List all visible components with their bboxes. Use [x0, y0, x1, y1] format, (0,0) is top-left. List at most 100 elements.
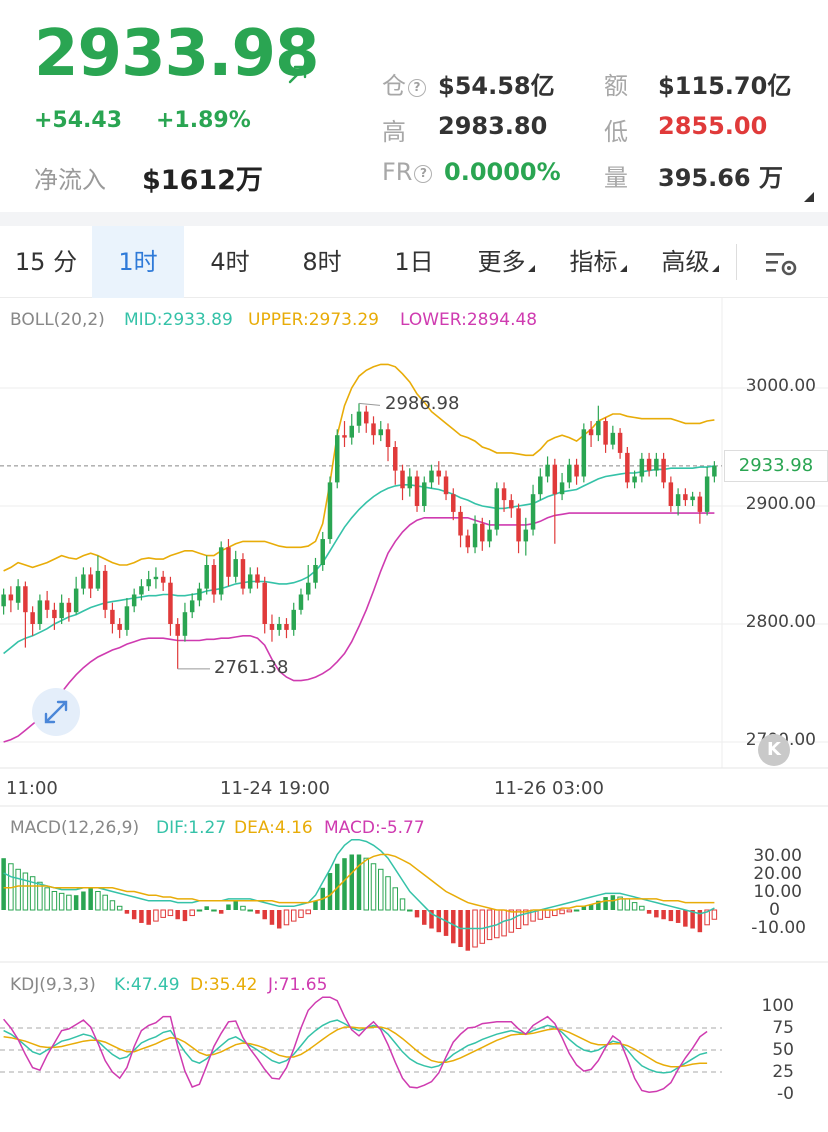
macd-axis-tick: 10.00 [753, 882, 802, 902]
candle-down [226, 547, 231, 577]
fullscreen-button[interactable] [32, 688, 80, 736]
candle-down [516, 508, 521, 542]
macd-bar-positive [211, 909, 217, 912]
macd-bar-positive [95, 891, 101, 911]
section-divider [0, 212, 828, 226]
price-change-percent: +1.89% [156, 108, 251, 133]
candle-up [596, 421, 601, 436]
interval-tabs: 15 分 1时 4时 8时 1日 更多 指标 高级 [0, 226, 828, 298]
macd-dif-line [3, 838, 715, 930]
macd-axis-tick: 0 [769, 900, 780, 920]
kdj-j-line [3, 996, 708, 1093]
candle-up [233, 559, 238, 577]
time-axis-label: 11-24 19:00 [220, 778, 330, 799]
macd-bar-positive [624, 898, 631, 911]
macd-bar-positive [29, 876, 36, 911]
candle-down [102, 570, 108, 610]
netflow-value: $1612万 [142, 165, 263, 196]
boll-upper-line [3, 363, 715, 572]
tab-1h[interactable]: 1时 [92, 226, 184, 298]
macd-bar-negative [515, 909, 522, 929]
tab-8h[interactable]: 8时 [302, 248, 342, 276]
macd-bar-negative [443, 910, 449, 936]
min-price-annotation: 2761.38 [214, 657, 289, 678]
volume-label: 量 [604, 164, 628, 192]
funding-rate-label[interactable]: FR? [382, 158, 433, 186]
kline-chart[interactable] [0, 298, 828, 1132]
candle-down [44, 600, 50, 610]
macd-bar-negative [131, 910, 137, 920]
scroll-latest-button[interactable]: K [758, 734, 790, 766]
candle-up [59, 602, 64, 619]
kdj-title: KDJ(9,3,3) [10, 975, 96, 995]
tab-more-label: 更多 [477, 248, 526, 276]
tab-indicators[interactable]: 指标 [552, 226, 644, 298]
macd-bar-negative [646, 910, 652, 914]
macd-bar-negative [552, 909, 558, 917]
macd-bar-positive [639, 905, 645, 911]
price-axis-tick: 3000.00 [745, 376, 816, 396]
macd-bar-negative [160, 909, 166, 918]
candle-down [451, 494, 456, 512]
macd-bar-negative [305, 909, 311, 915]
macd-bar-negative [451, 910, 456, 944]
macd-bar-positive [22, 872, 29, 911]
macd-axis-tick: -10.00 [751, 918, 806, 938]
low-label: 低 [604, 118, 628, 146]
macd-bar-negative [566, 909, 573, 913]
macd-bar-positive [51, 891, 58, 911]
help-icon[interactable]: ? [408, 79, 426, 97]
candle-down [458, 511, 463, 536]
position-value: $54.58亿 [438, 72, 555, 100]
candle-up [146, 579, 151, 587]
candle-up [189, 600, 195, 613]
turnover-value: $115.70亿 [658, 72, 792, 100]
macd-bar-negative [153, 909, 159, 922]
macd-bar-negative [690, 910, 695, 929]
candle-up [320, 539, 325, 565]
help-icon[interactable]: ? [414, 165, 433, 183]
candle-down [117, 624, 122, 630]
turnover-label: 额 [604, 72, 628, 100]
tab-advanced[interactable]: 高级 [644, 226, 736, 298]
candle-down [66, 602, 72, 613]
tab-more[interactable]: 更多 [460, 226, 552, 298]
macd-bar-positive [102, 894, 108, 911]
macd-bar-negative [269, 910, 275, 925]
macd-bar-negative [167, 909, 174, 917]
candle-up [632, 476, 637, 483]
expand-stats-icon[interactable] [804, 192, 814, 202]
kdj-k-line [3, 1019, 708, 1074]
chart-settings-icon[interactable] [764, 248, 798, 278]
candle-up [73, 588, 79, 613]
boll-lower: LOWER:2894.48 [400, 310, 538, 330]
candle-down [88, 574, 93, 589]
macd-bar-negative [661, 910, 666, 920]
candle-up [197, 588, 202, 601]
max-price-annotation: 2986.98 [385, 393, 460, 414]
kdj-axis-tick: 100 [761, 996, 794, 1016]
price-axis-tick: 2800.00 [745, 612, 816, 632]
candle-up [494, 488, 500, 530]
macd-bar-negative [189, 909, 195, 917]
macd-bar-negative [414, 910, 420, 918]
candle-down [23, 586, 28, 613]
candle-up [712, 465, 717, 477]
tab-15m[interactable]: 15 分 [14, 248, 78, 276]
macd-value: MACD:-5.77 [324, 818, 425, 838]
macd-bar-negative [436, 910, 442, 933]
kdj-axis-tick: 75 [772, 1018, 794, 1038]
macd-dif: DIF:1.27 [156, 818, 227, 838]
candle-up [124, 606, 130, 630]
macd-bar-positive [370, 863, 377, 911]
macd-bar-positive [88, 887, 93, 910]
tab-1d[interactable]: 1日 [394, 248, 434, 276]
candle-up [298, 594, 304, 610]
candle-down [284, 624, 289, 630]
candle-up [675, 494, 681, 506]
current-price-tag: 2933.98 [724, 450, 828, 482]
tab-4h[interactable]: 4时 [210, 248, 250, 276]
trend-up-arrow-icon [288, 65, 307, 84]
macd-bar-negative [276, 910, 282, 929]
position-label[interactable]: 仓? [382, 66, 426, 101]
